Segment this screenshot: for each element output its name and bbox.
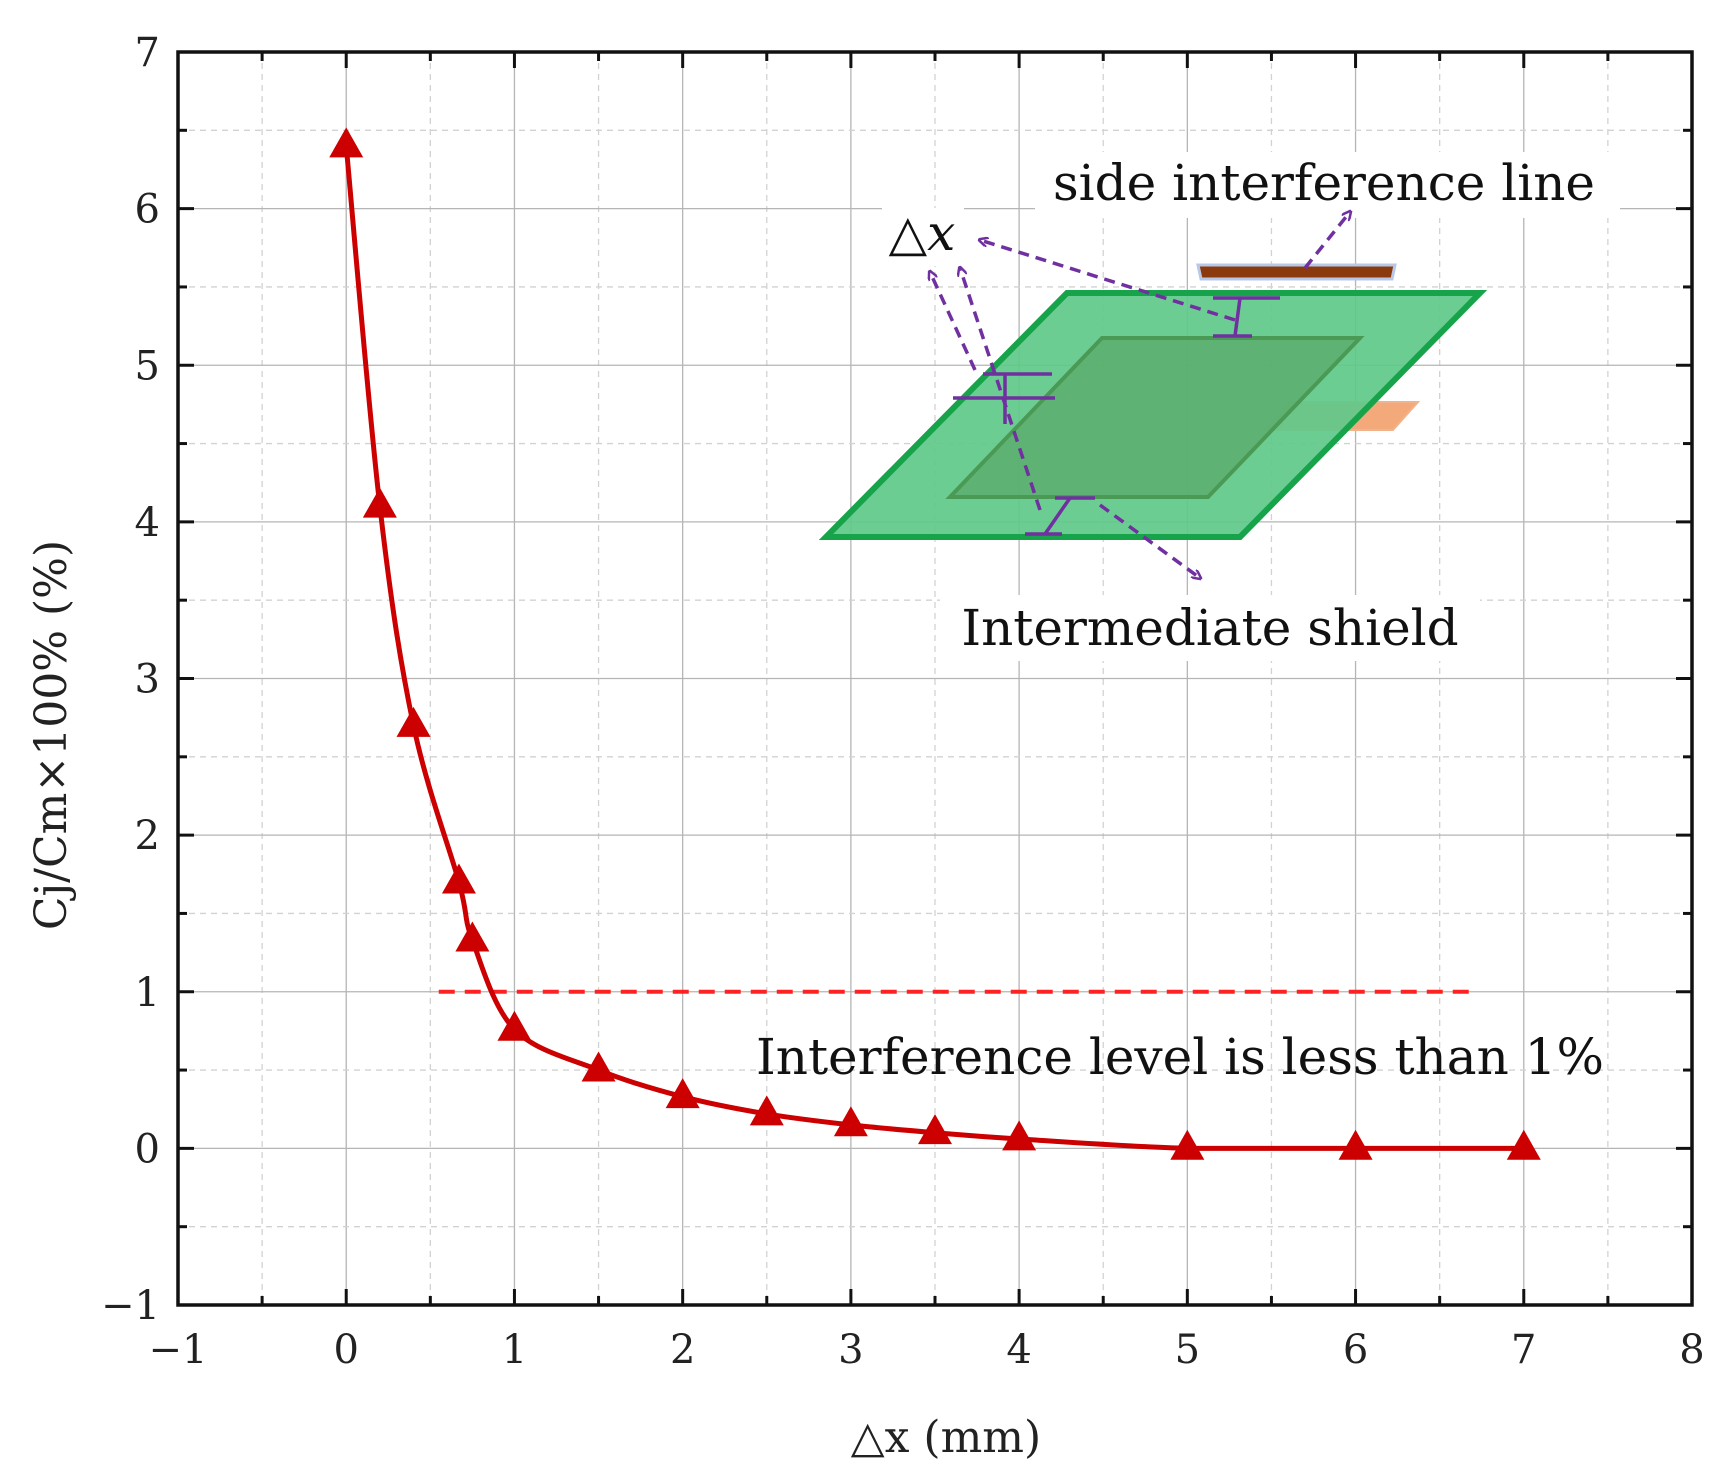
dashed-arrows [930, 212, 1350, 578]
data-point-triangle [1170, 1129, 1205, 1160]
inset-illustration: side interference line Intermediate shie… [818, 152, 1620, 661]
y-tick-label: 3 [135, 657, 160, 703]
side-line-label: side interference line [1053, 154, 1595, 212]
x-tick-label: 5 [1175, 1327, 1200, 1373]
data-point-triangle [396, 706, 431, 737]
data-curve [343, 145, 1524, 1151]
dx-arrow-bottom [960, 268, 1042, 511]
inner-plate [945, 336, 1365, 499]
y-tick-labels: −1 0 1 2 3 4 5 6 7 [101, 30, 160, 1329]
y-tick-label: 2 [135, 813, 160, 859]
x-tick-labels: −1 0 1 2 3 4 5 6 7 8 [149, 1327, 1705, 1373]
x-tick-label: 0 [333, 1327, 358, 1373]
data-point-triangle [833, 1106, 868, 1137]
data-point-triangle [441, 863, 476, 894]
data-point-triangle [918, 1114, 952, 1145]
shield-label: Intermediate shield [961, 599, 1458, 657]
x-tick-label: 8 [1679, 1327, 1704, 1373]
data-point-triangle [497, 1010, 532, 1041]
x-tick-label: 2 [670, 1327, 695, 1373]
x-axis-title: △x (mm) [851, 1412, 1041, 1463]
dx-label: △x [889, 204, 956, 262]
y-tick-label: 6 [135, 187, 160, 233]
dx-arrow-top [980, 240, 1236, 322]
x-tick-label: 6 [1343, 1327, 1368, 1373]
data-point-triangle [1338, 1129, 1373, 1160]
dimension-markers [953, 296, 1280, 536]
dx-label-bg [882, 208, 964, 266]
x-tick-label: −1 [149, 1327, 208, 1373]
data-markers [329, 127, 1541, 1160]
y-tick-label: 1 [135, 970, 160, 1016]
shield-arrow [1098, 503, 1200, 578]
side-interference-line [1196, 263, 1397, 281]
data-point-triangle [581, 1051, 616, 1082]
axis-ticks [176, 50, 1694, 1307]
dx-marker-bottom [1025, 496, 1095, 536]
shield-label-bg [940, 595, 1480, 661]
y-tick-label: 0 [135, 1126, 160, 1172]
x-tick-label: 4 [1006, 1327, 1031, 1373]
data-point-triangle [665, 1078, 700, 1109]
y-axis-title: Cj/Cm×100% (%) [26, 540, 77, 930]
side-line-label-bg [1035, 152, 1620, 218]
y-tick-label: 7 [135, 30, 160, 76]
data-point-triangle [329, 127, 364, 158]
side-line-arrow [1303, 212, 1350, 270]
data-point-triangle [1002, 1120, 1037, 1151]
y-tick-label: 4 [135, 500, 160, 546]
data-point-triangle [1506, 1129, 1541, 1160]
data-point-triangle [362, 487, 397, 518]
data-point-triangle [749, 1095, 784, 1126]
x-tick-label: 3 [838, 1327, 863, 1373]
y-tick-label: −1 [101, 1283, 160, 1329]
x-tick-label: 1 [502, 1327, 527, 1373]
x-tick-label: 7 [1511, 1327, 1536, 1373]
dx-marker-top [1213, 296, 1280, 338]
y-tick-label: 5 [135, 343, 160, 389]
data-point-triangle [455, 921, 490, 952]
threshold-annotation: Interference level is less than 1% [756, 1028, 1604, 1086]
